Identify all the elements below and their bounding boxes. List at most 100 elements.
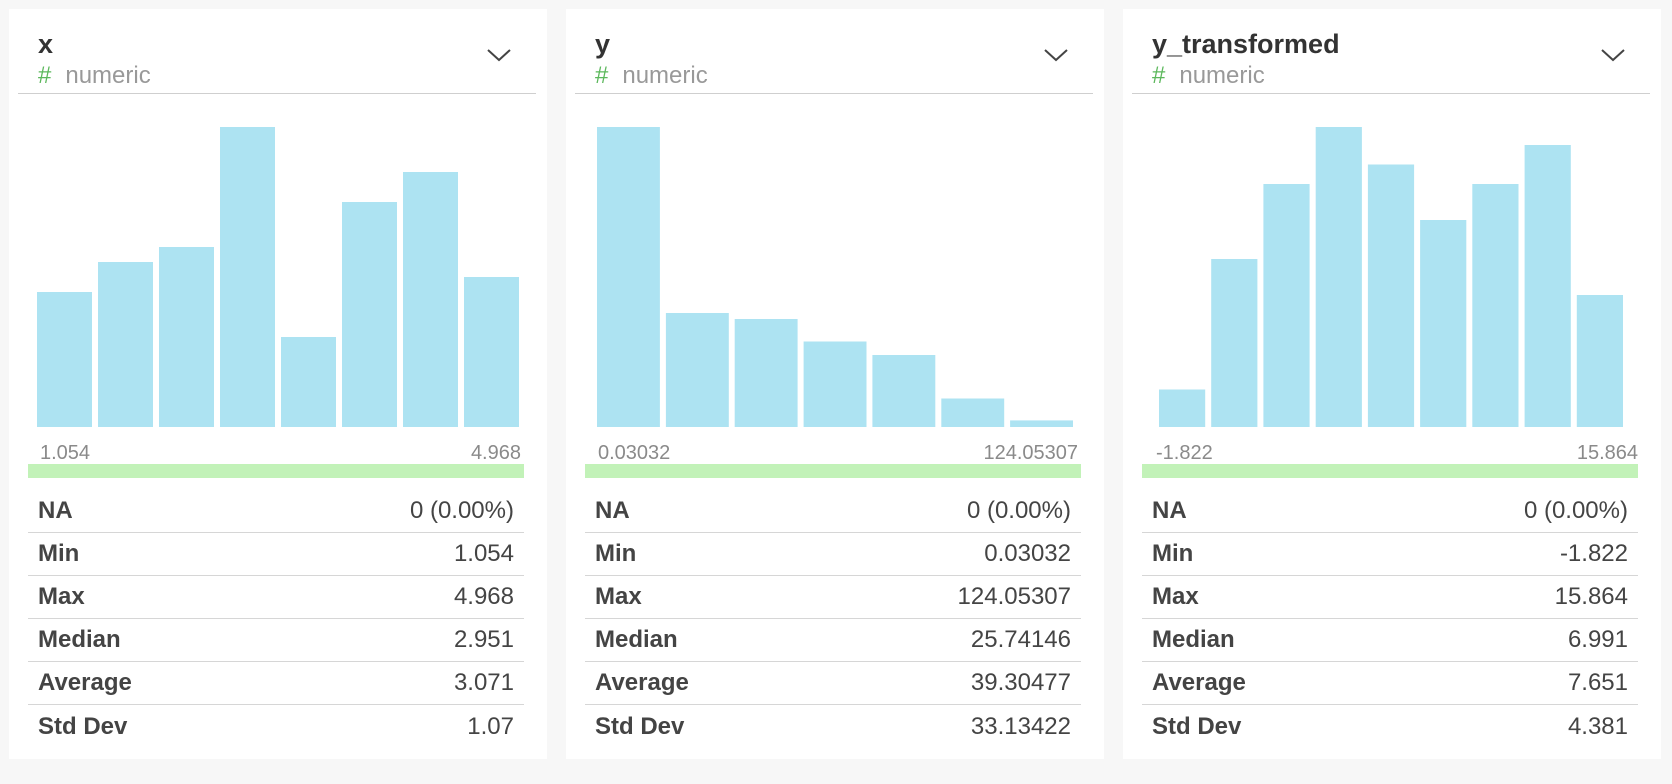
stats-table: NA 0 (0.00%) Min -1.822 Max 15.864 Median 6.…: [1142, 490, 1638, 748]
stat-label: Average: [38, 669, 132, 696]
histogram-bar[interactable]: [220, 127, 275, 427]
stat-label: Max: [595, 583, 642, 610]
histogram-bar[interactable]: [1263, 184, 1310, 427]
stat-value: 33.13422: [970, 712, 1071, 740]
stat-value: 4.381: [1567, 712, 1628, 740]
stat-row-min: Min -1.822: [1142, 533, 1638, 576]
stat-value: 0 (0.00%): [409, 497, 514, 524]
histogram-bar[interactable]: [37, 292, 92, 427]
stat-row-max: Max 124.05307: [585, 576, 1081, 619]
stat-row-median: Median 25.74146: [585, 619, 1081, 662]
histogram-bar[interactable]: [1315, 127, 1362, 427]
stat-row-std-dev: Std Dev 4.381: [1142, 705, 1638, 748]
histogram-bar[interactable]: [1367, 164, 1415, 428]
column-name: y: [595, 29, 611, 59]
column-card-y: y # numeric 0.03032 124.05307 NA 0 (0.00%)…: [566, 9, 1104, 759]
stat-label: Min: [595, 540, 637, 567]
stat-label: Median: [1152, 626, 1235, 653]
histogram-bar[interactable]: [98, 262, 153, 427]
stat-label: Max: [1152, 583, 1199, 610]
hash-icon: #: [1152, 62, 1166, 89]
chevron-down-icon[interactable]: [1600, 47, 1626, 63]
stat-row-min: Min 0.03032: [585, 533, 1081, 576]
histogram-bar[interactable]: [872, 355, 936, 427]
value-range-bar: [585, 464, 1081, 478]
stat-label: Average: [595, 669, 689, 696]
histogram-bar[interactable]: [281, 337, 336, 427]
stat-label: Std Dev: [1152, 712, 1242, 740]
stat-row-na: NA 0 (0.00%): [1142, 490, 1638, 533]
stat-value: 0 (0.00%): [966, 497, 1071, 524]
column-name: y_transformed: [1152, 29, 1340, 59]
value-range-bar: [1142, 464, 1638, 478]
histogram-bar[interactable]: [1472, 184, 1519, 427]
range-min-label: -1.822: [1156, 442, 1213, 464]
histogram-bar[interactable]: [941, 398, 1005, 428]
histogram-bar[interactable]: [1159, 389, 1206, 428]
stat-row-average: Average 7.651: [1142, 662, 1638, 705]
stat-value: 7.651: [1567, 669, 1628, 696]
stat-value: 39.30477: [970, 669, 1071, 696]
column-card-x: x # numeric 1.054 4.968 NA 0 (0.00%) Min 1.…: [9, 9, 547, 759]
stat-label: Std Dev: [38, 712, 128, 740]
stat-row-na: NA 0 (0.00%): [585, 490, 1081, 533]
histogram-bar[interactable]: [1420, 220, 1467, 427]
stat-label: NA: [38, 497, 73, 524]
chevron-down-icon[interactable]: [486, 47, 512, 63]
stat-value: 25.74146: [970, 626, 1071, 653]
histogram-bar[interactable]: [597, 127, 660, 427]
histogram-bar[interactable]: [1524, 145, 1571, 427]
histogram-bar[interactable]: [159, 247, 214, 427]
stat-value: -1.822: [1559, 540, 1628, 567]
stat-row-min: Min 1.054: [28, 533, 524, 576]
histogram-bar[interactable]: [1010, 420, 1073, 427]
stat-value: 3.071: [453, 669, 514, 696]
histogram-bar[interactable]: [342, 202, 397, 427]
stat-value: 6.991: [1567, 626, 1628, 653]
histogram-bar[interactable]: [403, 172, 458, 427]
stat-row-na: NA 0 (0.00%): [28, 490, 524, 533]
histogram-chart: 1.054 4.968: [37, 127, 521, 464]
column-type: # numeric: [38, 62, 151, 90]
stat-label: Min: [38, 540, 80, 567]
hash-icon: #: [38, 62, 52, 89]
stat-row-std-dev: Std Dev 33.13422: [585, 705, 1081, 748]
stat-label: Median: [595, 626, 678, 653]
column-type-label: numeric: [1179, 62, 1265, 89]
stat-row-median: Median 2.951: [28, 619, 524, 662]
stat-label: NA: [595, 497, 630, 524]
stat-value: 1.07: [467, 712, 514, 740]
stat-value: 4.968: [453, 583, 514, 610]
stat-label: NA: [1152, 497, 1187, 524]
stat-value: 15.864: [1554, 583, 1628, 610]
histogram-bar[interactable]: [803, 341, 867, 428]
column-type-label: numeric: [622, 62, 708, 89]
column-name: x: [38, 29, 54, 59]
histogram-bar[interactable]: [1576, 295, 1623, 427]
histogram-bar[interactable]: [734, 319, 798, 427]
column-type: # numeric: [595, 62, 708, 90]
column-header: y # numeric: [575, 9, 1093, 94]
stat-label: Average: [1152, 669, 1246, 696]
range-max-label: 4.968: [471, 442, 521, 464]
stat-value: 2.951: [453, 626, 514, 653]
range-max-label: 15.864: [1577, 442, 1638, 464]
stat-label: Median: [38, 626, 121, 653]
histogram-bar[interactable]: [464, 277, 519, 427]
stat-row-max: Max 15.864: [1142, 576, 1638, 619]
column-card-y-transformed: y_transformed # numeric -1.822 15.864 NA 0…: [1123, 9, 1661, 759]
stat-row-std-dev: Std Dev 1.07: [28, 705, 524, 748]
column-type-label: numeric: [65, 62, 151, 89]
stat-row-average: Average 39.30477: [585, 662, 1081, 705]
stat-label: Min: [1152, 540, 1194, 567]
histogram-bar[interactable]: [1211, 259, 1258, 427]
column-header: y_transformed # numeric: [1132, 9, 1650, 94]
range-max-label: 124.05307: [983, 442, 1078, 464]
stat-value: 124.05307: [957, 583, 1071, 610]
column-type: # numeric: [1152, 62, 1265, 90]
histogram-bar[interactable]: [665, 313, 729, 427]
stat-label: Std Dev: [595, 712, 685, 740]
range-min-label: 1.054: [40, 442, 90, 464]
chevron-down-icon[interactable]: [1043, 47, 1069, 63]
